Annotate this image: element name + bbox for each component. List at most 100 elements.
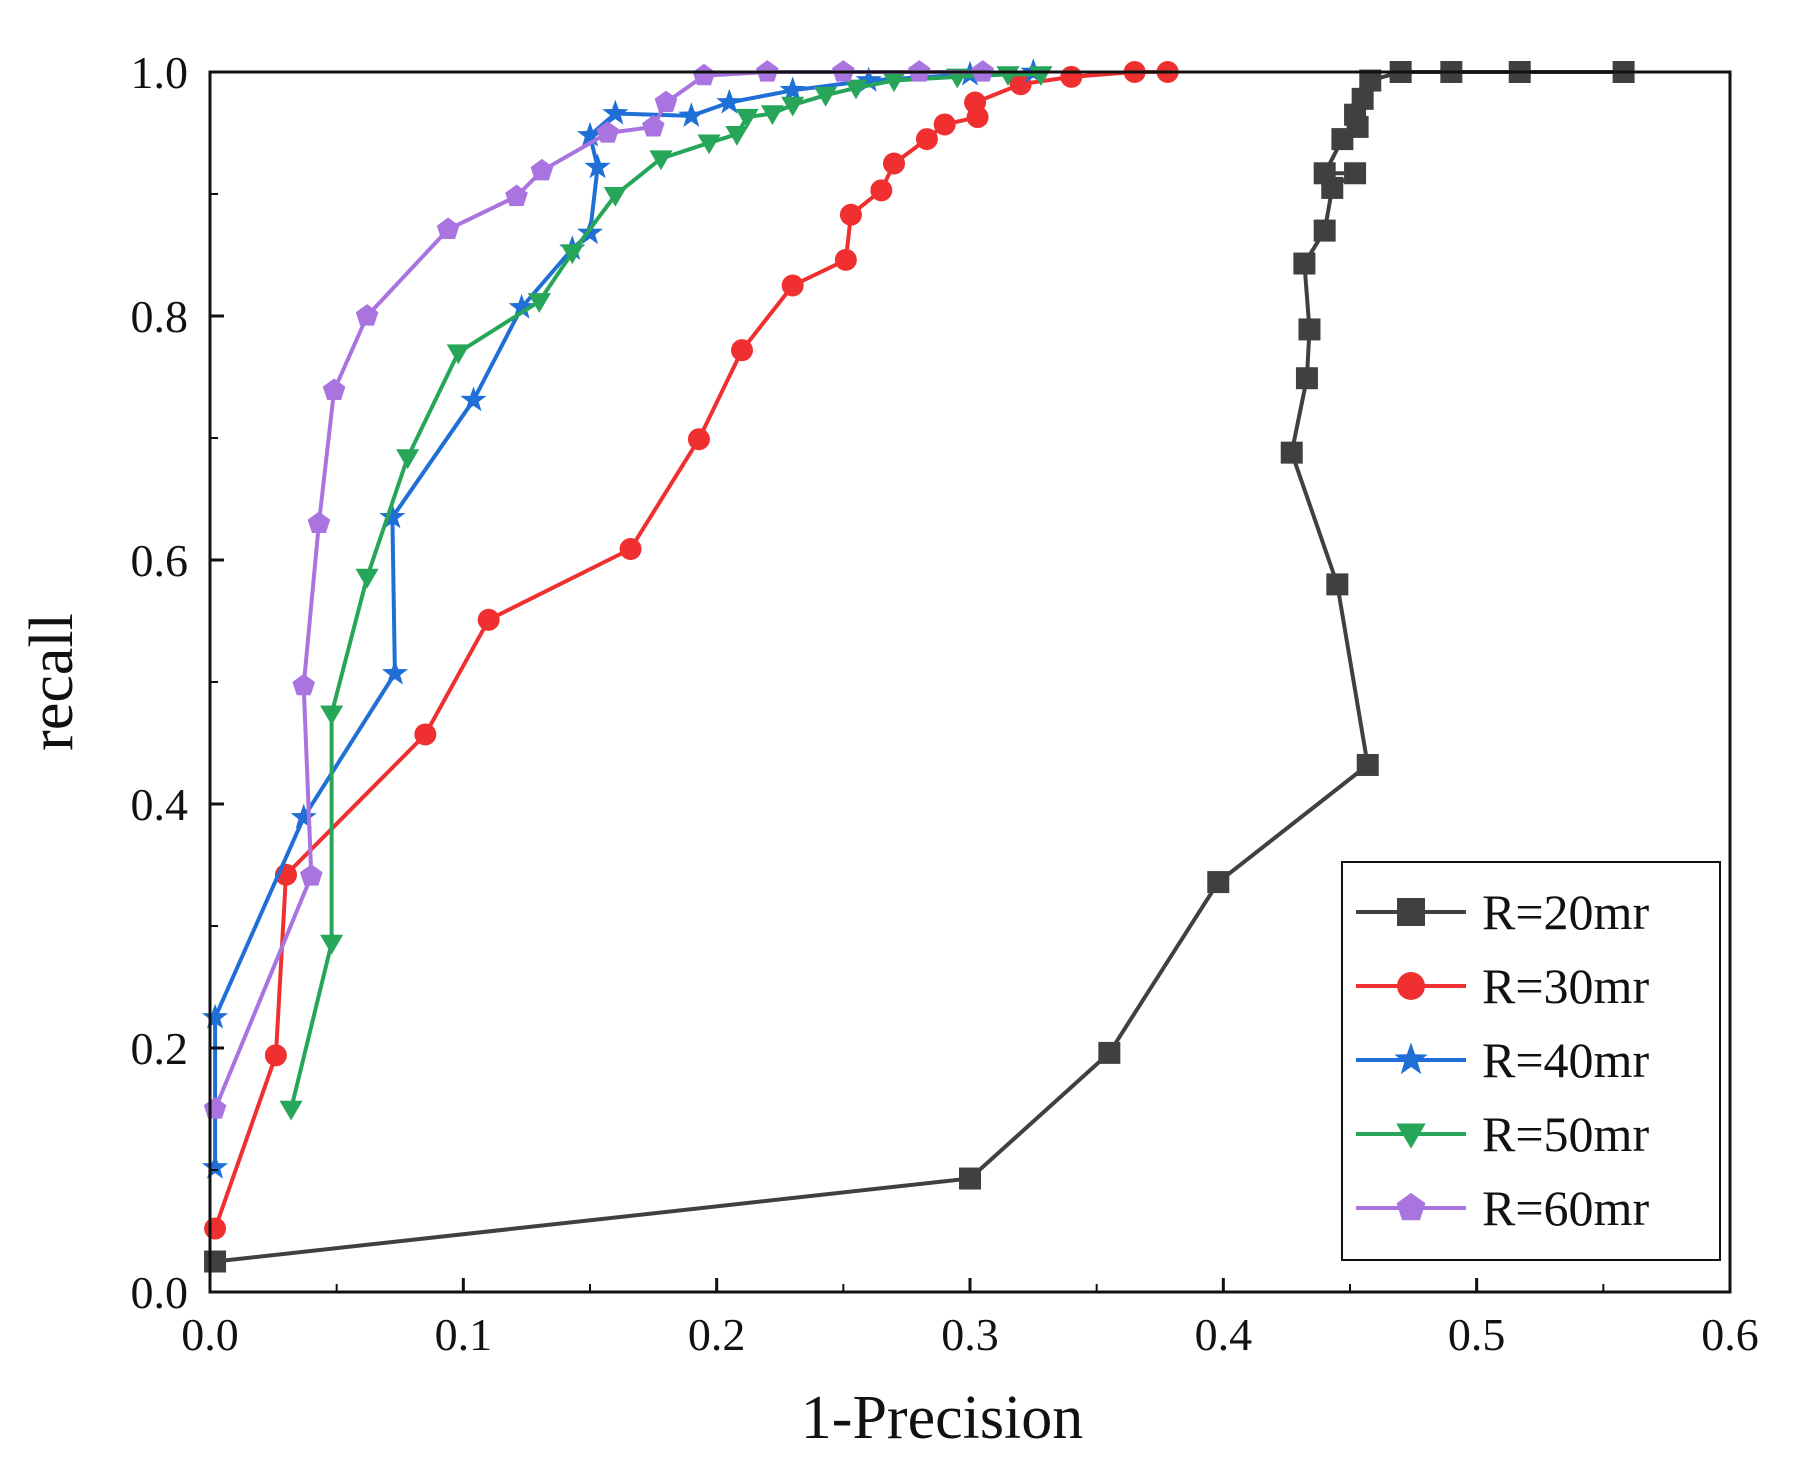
data-point bbox=[202, 1003, 229, 1029]
data-point bbox=[716, 88, 743, 114]
data-point bbox=[933, 113, 956, 136]
legend-label: R=50mr bbox=[1482, 1106, 1649, 1162]
legend-label: R=40mr bbox=[1482, 1032, 1649, 1088]
data-point bbox=[654, 90, 678, 113]
data-point bbox=[1351, 87, 1374, 110]
data-point bbox=[642, 115, 665, 137]
data-point bbox=[1298, 318, 1321, 341]
data-point bbox=[619, 538, 642, 561]
y-tick-label: 0.4 bbox=[131, 779, 189, 830]
data-point bbox=[446, 344, 470, 365]
data-point bbox=[307, 511, 331, 533]
x-tick-label: 0.0 bbox=[181, 1309, 239, 1360]
data-point bbox=[687, 428, 710, 451]
data-point bbox=[760, 105, 784, 125]
y-tick-label: 0.0 bbox=[131, 1267, 189, 1318]
data-point bbox=[964, 91, 987, 114]
legend-marker bbox=[1397, 898, 1425, 926]
data-point bbox=[264, 1044, 287, 1067]
data-point bbox=[527, 293, 551, 313]
x-axis-title: 1-Precision bbox=[801, 1384, 1083, 1452]
data-point bbox=[855, 66, 882, 92]
data-point bbox=[320, 705, 344, 726]
data-point bbox=[505, 184, 528, 207]
data-point bbox=[814, 86, 838, 107]
data-point bbox=[1359, 69, 1382, 92]
series-r-40mr bbox=[202, 58, 1047, 1179]
data-point bbox=[414, 723, 437, 746]
data-point bbox=[576, 121, 604, 147]
data-point bbox=[320, 934, 344, 955]
series-layer bbox=[202, 58, 1635, 1273]
y-tick-label: 1.0 bbox=[131, 47, 189, 98]
data-point bbox=[1098, 1041, 1121, 1064]
data-point bbox=[204, 1250, 227, 1273]
data-point bbox=[355, 568, 379, 589]
data-point bbox=[290, 803, 317, 829]
data-point bbox=[1313, 162, 1336, 185]
legend-item-r-20mr: R=20mr bbox=[1356, 884, 1649, 940]
series-line bbox=[289, 72, 1041, 1110]
x-tick-label: 0.5 bbox=[1448, 1309, 1506, 1360]
data-point bbox=[1356, 753, 1379, 776]
legend-marker bbox=[1396, 1123, 1426, 1149]
data-point bbox=[731, 339, 753, 362]
data-point bbox=[596, 121, 619, 143]
data-point bbox=[1326, 573, 1349, 596]
data-point bbox=[436, 217, 460, 239]
data-point bbox=[584, 153, 611, 179]
data-point bbox=[355, 304, 379, 326]
data-point bbox=[1295, 367, 1318, 390]
data-point bbox=[1060, 65, 1083, 88]
data-point bbox=[1009, 73, 1032, 96]
data-point bbox=[292, 673, 315, 696]
legend-marker bbox=[1397, 972, 1425, 1000]
data-point bbox=[781, 96, 805, 117]
x-tick-label: 0.4 bbox=[1195, 1309, 1253, 1360]
data-point bbox=[915, 128, 938, 151]
data-point bbox=[725, 126, 749, 146]
data-point bbox=[322, 378, 346, 400]
data-point bbox=[1313, 219, 1336, 242]
legend-item-r-30mr: R=30mr bbox=[1356, 958, 1649, 1014]
data-point bbox=[560, 244, 584, 265]
data-point bbox=[602, 99, 629, 125]
legend-item-r-60mr: R=60mr bbox=[1356, 1180, 1649, 1236]
data-point bbox=[1207, 871, 1230, 894]
legend-label: R=20mr bbox=[1482, 884, 1649, 940]
data-point bbox=[839, 203, 862, 226]
x-tick-label: 0.3 bbox=[941, 1309, 999, 1360]
data-point bbox=[204, 1217, 227, 1240]
y-tick-label: 0.8 bbox=[131, 291, 189, 342]
series-line bbox=[213, 70, 1034, 1168]
data-point bbox=[379, 503, 406, 529]
y-axis-title: recall bbox=[18, 613, 86, 751]
legend-marker bbox=[1396, 1192, 1426, 1221]
legend-marker bbox=[1394, 1042, 1428, 1075]
data-point bbox=[460, 386, 487, 412]
legend-item-r-40mr: R=40mr bbox=[1356, 1032, 1649, 1088]
data-point bbox=[1293, 252, 1316, 275]
data-point bbox=[870, 179, 893, 202]
data-point bbox=[477, 608, 500, 631]
data-point bbox=[1344, 162, 1367, 185]
data-point bbox=[697, 134, 721, 155]
data-point bbox=[735, 108, 759, 129]
data-point bbox=[678, 102, 705, 127]
data-point bbox=[603, 187, 627, 207]
data-point bbox=[883, 152, 905, 175]
legend-label: R=30mr bbox=[1482, 958, 1649, 1014]
x-tick-label: 0.1 bbox=[435, 1309, 493, 1360]
x-tick-label: 0.6 bbox=[1701, 1309, 1759, 1360]
legend-label: R=60mr bbox=[1482, 1180, 1649, 1236]
data-point bbox=[203, 1097, 227, 1119]
data-point bbox=[202, 1153, 229, 1179]
legend: R=20mr R=30mr R=40mr R=50mr R=60mr bbox=[1341, 861, 1721, 1261]
data-point bbox=[279, 1100, 303, 1121]
data-point bbox=[396, 449, 420, 470]
series-r-30mr bbox=[204, 61, 1179, 1240]
series-line bbox=[213, 70, 1168, 1230]
data-point bbox=[781, 274, 804, 297]
data-point bbox=[692, 63, 716, 86]
